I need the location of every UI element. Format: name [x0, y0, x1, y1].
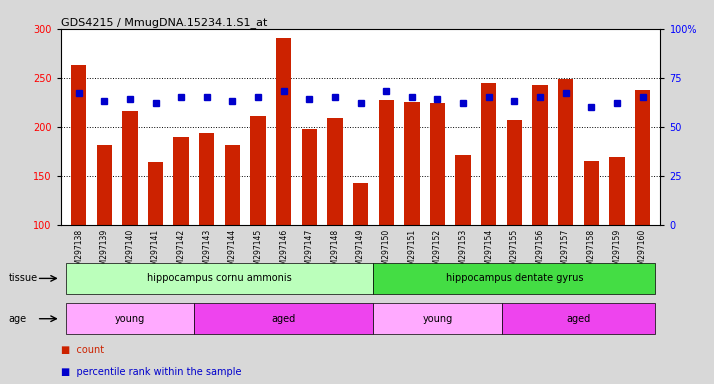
Text: GSM297146: GSM297146 — [279, 228, 288, 275]
Bar — [66, 303, 194, 334]
Bar — [276, 38, 291, 225]
Text: GSM297153: GSM297153 — [458, 228, 468, 275]
Bar — [507, 120, 522, 225]
Bar — [66, 263, 373, 294]
Text: GSM297158: GSM297158 — [587, 228, 595, 275]
Text: GSM297144: GSM297144 — [228, 228, 237, 275]
Text: tissue: tissue — [9, 273, 38, 283]
Bar — [96, 145, 112, 225]
Text: GDS4215 / MmugDNA.15234.1.S1_at: GDS4215 / MmugDNA.15234.1.S1_at — [61, 17, 267, 28]
Bar — [404, 102, 420, 225]
Text: GSM297156: GSM297156 — [536, 228, 545, 275]
Text: GSM297155: GSM297155 — [510, 228, 519, 275]
Bar — [353, 182, 368, 225]
Bar — [456, 155, 471, 225]
Text: GSM297152: GSM297152 — [433, 228, 442, 275]
Bar — [430, 103, 445, 225]
Bar — [251, 116, 266, 225]
Bar — [174, 137, 188, 225]
Bar — [194, 303, 373, 334]
Text: GSM297142: GSM297142 — [176, 228, 186, 275]
Bar — [481, 83, 496, 225]
Text: GSM297145: GSM297145 — [253, 228, 263, 275]
Bar — [199, 132, 214, 225]
Bar — [501, 303, 655, 334]
Bar — [327, 118, 343, 225]
Text: GSM297151: GSM297151 — [407, 228, 416, 275]
Text: hippocampus cornu ammonis: hippocampus cornu ammonis — [147, 273, 292, 283]
Text: ■  count: ■ count — [61, 345, 104, 355]
Bar — [583, 161, 599, 225]
Text: GSM297148: GSM297148 — [331, 228, 339, 275]
Text: GSM297143: GSM297143 — [202, 228, 211, 275]
Bar — [71, 65, 86, 225]
Bar — [609, 157, 625, 225]
Bar — [122, 111, 138, 225]
Text: hippocampus dentate gyrus: hippocampus dentate gyrus — [446, 273, 583, 283]
Text: GSM297160: GSM297160 — [638, 228, 647, 275]
Text: GSM297150: GSM297150 — [382, 228, 391, 275]
Text: GSM297159: GSM297159 — [613, 228, 621, 275]
Bar — [533, 84, 548, 225]
Text: GSM297154: GSM297154 — [484, 228, 493, 275]
Bar — [378, 100, 394, 225]
Text: GSM297147: GSM297147 — [305, 228, 314, 275]
Text: GSM297141: GSM297141 — [151, 228, 160, 275]
Bar — [148, 162, 164, 225]
Text: GSM297140: GSM297140 — [126, 228, 134, 275]
Text: GSM297149: GSM297149 — [356, 228, 365, 275]
Bar — [558, 79, 573, 225]
Bar — [635, 89, 650, 225]
Bar — [225, 145, 240, 225]
Bar — [301, 129, 317, 225]
Bar — [373, 263, 655, 294]
Text: young: young — [115, 314, 145, 324]
Bar — [373, 303, 501, 334]
Text: ■  percentile rank within the sample: ■ percentile rank within the sample — [61, 367, 241, 377]
Text: aged: aged — [271, 314, 296, 324]
Text: age: age — [9, 314, 26, 324]
Text: GSM297138: GSM297138 — [74, 228, 83, 275]
Text: young: young — [423, 314, 453, 324]
Text: GSM297157: GSM297157 — [561, 228, 570, 275]
Text: GSM297139: GSM297139 — [100, 228, 109, 275]
Text: aged: aged — [566, 314, 590, 324]
